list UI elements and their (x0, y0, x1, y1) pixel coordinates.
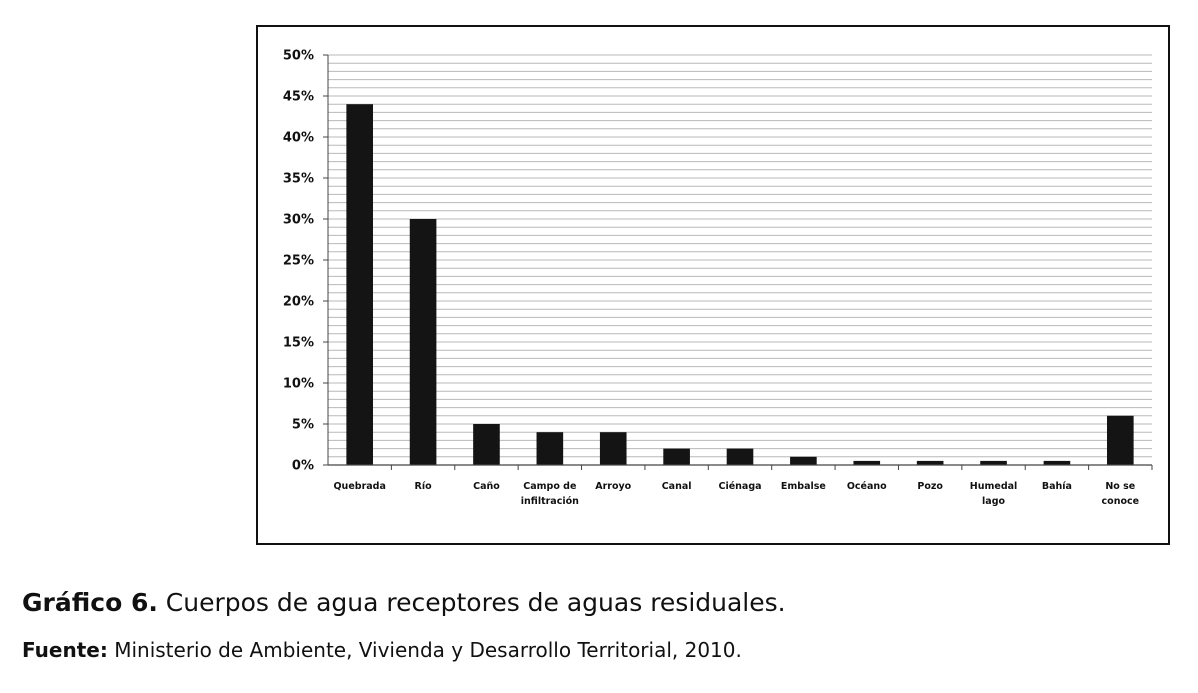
caption-prefix: Gráfico 6. (22, 588, 158, 617)
x-category-label: Océano (847, 481, 887, 492)
x-category-label: Campo de infiltración (521, 481, 579, 507)
figure-source: Fuente: Ministerio de Ambiente, Vivienda… (22, 638, 742, 662)
y-tick-label: 30% (283, 213, 314, 228)
x-category-label-line: Embalse (781, 481, 826, 492)
y-tick-label: 20% (283, 295, 314, 310)
chart-frame: 0% 5% 10% 15% 20% 25% 30% 35% 40% 45% 50% Quebrada… (256, 25, 1170, 545)
source-prefix: Fuente: (22, 638, 108, 662)
bar (599, 432, 627, 465)
x-category-label: Bahía (1042, 481, 1072, 492)
x-category-label-line: Bahía (1042, 481, 1072, 492)
bar-chart: 0% 5% 10% 15% 20% 25% 30% 35% 40% 45% 50% Quebrada… (283, 49, 1153, 507)
bar (980, 460, 1007, 465)
x-category-label-line: Ciénaga (718, 481, 761, 492)
y-tick-label: 25% (283, 254, 314, 269)
x-category-label-line: infiltración (521, 496, 579, 507)
y-tick-label: 0% (292, 459, 314, 474)
x-category-label-line: Arroyo (595, 481, 631, 492)
x-category-label-line: lago (982, 496, 1005, 507)
y-tick-label: 45% (283, 90, 314, 105)
y-tick-label: 10% (283, 377, 314, 392)
bar (790, 456, 817, 465)
x-category-label: Embalse (781, 481, 826, 492)
x-category-label-line: No se (1105, 481, 1135, 492)
x-category-label-line: Campo de (523, 481, 576, 492)
x-category-label-line: Canal (662, 481, 692, 492)
bar (726, 448, 754, 465)
x-category-label: Quebrada (333, 481, 385, 492)
x-category-label-line: conoce (1102, 496, 1140, 507)
x-category-label: Pozo (917, 481, 943, 492)
bar (916, 460, 944, 465)
x-category-label: Río (415, 481, 433, 492)
bars-layer (346, 104, 1134, 465)
bar (1043, 460, 1071, 465)
axis-layer (323, 54, 1153, 470)
x-category-label-line: Quebrada (333, 481, 385, 492)
y-tick-label: 40% (283, 131, 314, 146)
caption-text: Cuerpos de agua receptores de aguas resi… (157, 588, 786, 617)
bar (346, 104, 374, 465)
x-category-label: No se conoce (1102, 481, 1140, 507)
bar (536, 432, 564, 465)
bar (473, 424, 500, 465)
y-tick-label: 35% (283, 172, 314, 187)
y-tick-label: 5% (292, 418, 314, 433)
bar (1106, 415, 1134, 465)
y-tick-label: 50% (283, 49, 314, 64)
x-category-label: Arroyo (595, 481, 631, 492)
x-category-label-line: Río (415, 481, 433, 492)
bar (853, 460, 881, 465)
x-category-label: Caño (473, 481, 500, 492)
x-category-label: Canal (662, 481, 692, 492)
bar (409, 219, 437, 465)
x-category-label: Humedal lago (970, 481, 1018, 507)
source-text: Ministerio de Ambiente, Vivienda y Desar… (107, 638, 742, 662)
x-category-label-line: Pozo (917, 481, 943, 492)
y-tick-label: 15% (283, 336, 314, 351)
y-tick-labels: 0% 5% 10% 15% 20% 25% 30% 35% 40% 45% 50% (283, 49, 314, 474)
x-category-labels: Quebrada Río Caño Campo de infiltración Arroy… (333, 481, 1139, 507)
x-category-label: Ciénaga (718, 481, 761, 492)
x-category-label-line: Océano (847, 481, 887, 492)
x-category-label-line: Humedal (970, 481, 1018, 492)
grid-layer (328, 54, 1152, 458)
figure-caption: Gráfico 6. Cuerpos de agua receptores de… (22, 588, 786, 617)
bar (663, 448, 690, 465)
x-category-label-line: Caño (473, 481, 500, 492)
